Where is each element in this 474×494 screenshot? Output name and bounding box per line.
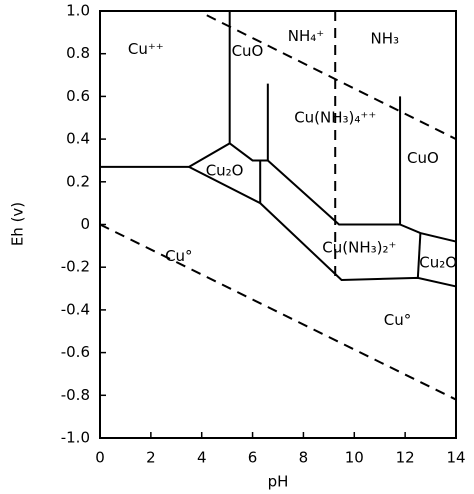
x-tick-label: 4	[197, 449, 207, 467]
y-tick-label: -0.8	[61, 386, 90, 404]
x-tick-label: 8	[299, 449, 309, 467]
region-label: Cu⁺⁺	[128, 40, 164, 58]
x-axis-label: pH	[268, 473, 289, 491]
y-tick-label: 0.6	[66, 87, 90, 105]
x-tick-label: 6	[248, 449, 258, 467]
region-label: Cu(NH₃)₄⁺⁺	[294, 108, 376, 126]
region-label: Cu₂O	[419, 253, 457, 271]
region-label: NH₄⁺	[288, 27, 324, 45]
region-label: Cu(NH₃)₂⁺	[322, 238, 396, 256]
phase-boundary	[206, 14, 457, 140]
y-tick-label: -1.0	[61, 429, 90, 447]
x-tick-label: 2	[146, 449, 156, 467]
y-tick-label: 0.2	[66, 172, 90, 190]
y-axis-label: Eh (v)	[9, 202, 27, 246]
y-tick-label: 0	[80, 215, 90, 233]
x-tick-label: 14	[446, 449, 465, 467]
phase-boundary	[99, 223, 457, 401]
y-tick-label: 1.0	[66, 2, 90, 20]
phase-boundary	[399, 223, 457, 243]
phase-boundary	[267, 96, 402, 226]
x-tick-label: 12	[396, 449, 415, 467]
y-tick-label: -0.2	[61, 258, 90, 276]
region-label: CuO	[407, 149, 439, 167]
y-tick-label: 0.8	[66, 44, 90, 62]
x-tick-label: 0	[95, 449, 105, 467]
phase-boundary	[259, 202, 457, 288]
region-label: NH₃	[371, 29, 400, 47]
y-tick-label: -0.4	[61, 300, 90, 318]
x-tick-label: 10	[345, 449, 364, 467]
y-tick-label: 0.4	[66, 130, 90, 148]
y-tick-label: -0.6	[61, 343, 90, 361]
region-label: Cu°	[384, 311, 411, 329]
region-label: CuO	[232, 42, 264, 60]
phase-boundary	[416, 232, 422, 278]
region-label: Cu₂O	[206, 162, 244, 180]
region-label: Cu°	[165, 247, 192, 265]
